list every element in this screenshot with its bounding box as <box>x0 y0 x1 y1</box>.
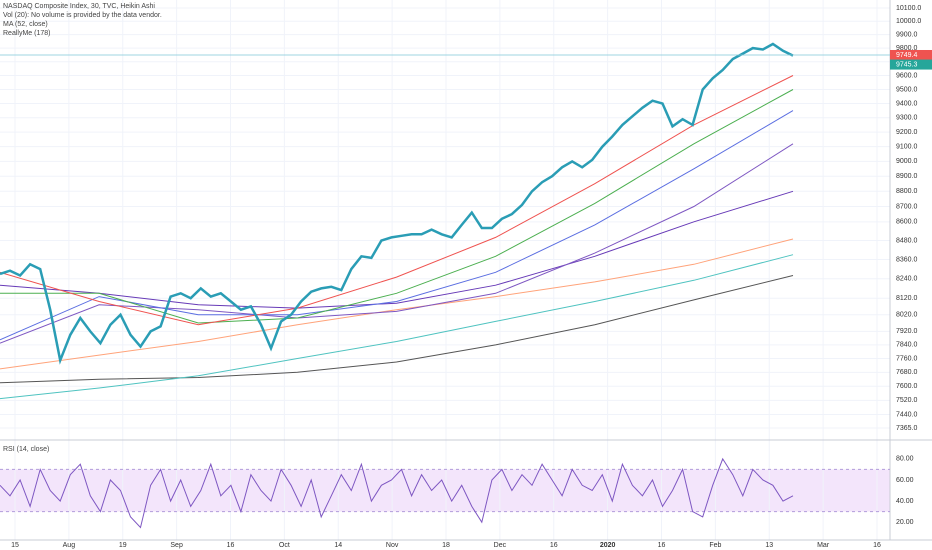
x-tick-label: Oct <box>279 542 290 549</box>
y-tick-label: 9900.0 <box>896 31 918 38</box>
y-tick-label: 9500.0 <box>896 86 918 93</box>
y-tick-label: 80.00 <box>896 456 914 463</box>
price-label: 9745.3 <box>896 61 918 68</box>
x-tick-label: Aug <box>63 542 76 549</box>
legend-entry: MA (52, close) <box>3 21 48 28</box>
chart-title: NASDAQ Composite Index, 30, TVC, Heikin … <box>3 3 155 10</box>
y-tick-label: 20.00 <box>896 519 914 526</box>
x-tick-label: 16 <box>658 542 666 549</box>
x-tick-label: Feb <box>709 542 721 549</box>
x-tick-label: 16 <box>873 542 881 549</box>
y-tick-label: 8600.0 <box>896 219 918 226</box>
x-tick-label: Nov <box>386 542 399 549</box>
y-tick-label: 7520.0 <box>896 397 918 404</box>
series-line <box>0 190 794 309</box>
y-tick-label: 9000.0 <box>896 158 918 165</box>
y-tick-label: 8800.0 <box>896 188 918 195</box>
y-tick-label: 8240.0 <box>896 276 918 283</box>
series-line <box>0 143 794 344</box>
y-tick-label: 40.00 <box>896 498 914 505</box>
x-tick-label: 13 <box>765 542 773 549</box>
series-line <box>0 254 794 400</box>
price-label-bg <box>890 59 932 70</box>
series-line <box>0 89 794 324</box>
y-tick-label: 7920.0 <box>896 328 918 335</box>
x-tick-label: 16 <box>550 542 558 549</box>
series-line <box>0 110 794 341</box>
y-tick-label: 7840.0 <box>896 342 918 349</box>
series-line <box>0 238 794 370</box>
y-tick-label: 60.00 <box>896 477 914 484</box>
y-tick-label: 7365.0 <box>896 425 918 432</box>
legend-entry: ReallyMe (178) <box>3 30 50 37</box>
price-label-bg <box>890 49 932 60</box>
y-tick-label: 8360.0 <box>896 256 918 263</box>
series-line <box>0 457 794 529</box>
y-tick-label: 9400.0 <box>896 100 918 107</box>
legend-entry: Vol (20): No volume is provided by the d… <box>3 12 162 19</box>
y-tick-label: 9600.0 <box>896 72 918 79</box>
series-line <box>0 75 794 326</box>
y-tick-label: 7760.0 <box>896 355 918 362</box>
y-tick-label: 8120.0 <box>896 295 918 302</box>
x-tick-label: 18 <box>442 542 450 549</box>
y-tick-label: 7600.0 <box>896 383 918 390</box>
x-tick-label: Dec <box>494 542 507 549</box>
y-tick-label: 10000.0 <box>896 18 921 25</box>
y-tick-label: 9100.0 <box>896 144 918 151</box>
rsi-band <box>0 469 890 512</box>
price-label: 9749.4 <box>896 52 918 59</box>
x-tick-label: Sep <box>170 542 183 549</box>
x-tick-label: 16 <box>227 542 235 549</box>
y-tick-label: 9200.0 <box>896 129 918 136</box>
y-tick-label: 9800.0 <box>896 45 918 52</box>
series-line <box>0 42 794 365</box>
y-tick-label: 8700.0 <box>896 203 918 210</box>
y-tick-label: 10100.0 <box>896 5 921 12</box>
y-tick-label: 7680.0 <box>896 369 918 376</box>
y-tick-label: 8020.0 <box>896 312 918 319</box>
y-tick-label: 7440.0 <box>896 411 918 418</box>
y-tick-label: 9300.0 <box>896 115 918 122</box>
series-line <box>0 275 794 384</box>
x-tick-label: 15 <box>11 542 19 549</box>
x-tick-label: 2020 <box>600 542 616 549</box>
y-tick-label: 8900.0 <box>896 173 918 180</box>
x-tick-label: 19 <box>119 542 127 549</box>
x-tick-label: Mar <box>817 542 830 549</box>
y-tick-label: 8480.0 <box>896 237 918 244</box>
x-tick-label: 14 <box>334 542 342 549</box>
rsi-title: RSI (14, close) <box>3 446 49 453</box>
